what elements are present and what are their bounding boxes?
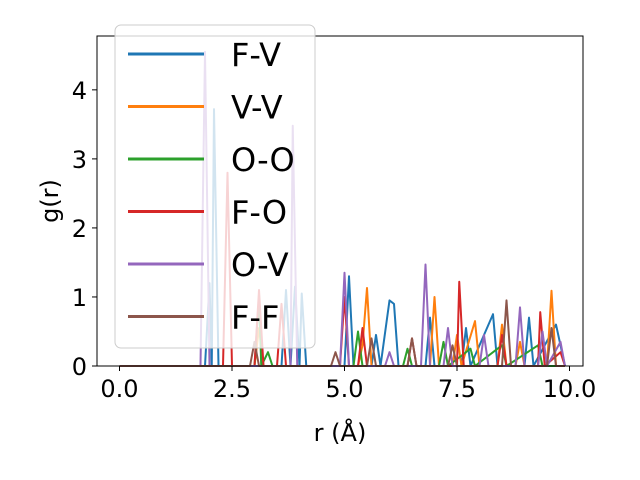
legend-label-o-o: O-O [231, 141, 295, 179]
legend-box [114, 24, 316, 349]
x-tick-label: 2.5 [213, 375, 251, 403]
x-tick-label: 5.0 [325, 375, 363, 403]
legend-label-f-f: F-F [231, 299, 279, 337]
plot-frame [96, 35, 584, 367]
legend-label-f-v: F-V [231, 36, 281, 74]
y-tick-label: 4 [72, 77, 87, 105]
x-tick-label: 10.0 [543, 375, 596, 403]
legend-label-v-v: V-V [231, 89, 283, 127]
legend-label-o-v: O-V [231, 246, 289, 284]
x-tick-label: 7.5 [438, 375, 476, 403]
y-axis-label: g(r) [36, 179, 64, 223]
y-tick-label: 2 [72, 215, 87, 243]
legend: F-V V-V O-O F-O O-V F-F [114, 24, 316, 349]
legend-label-f-o: F-O [231, 194, 287, 232]
x-axis-label: r (Å) [314, 418, 367, 447]
y-tick-label: 3 [72, 146, 87, 174]
y-tick-label: 1 [72, 284, 87, 312]
x-axis-ticks: 0.0 2.5 5.0 7.5 10.0 [100, 366, 596, 403]
y-axis-ticks: 0 1 2 3 4 [72, 77, 97, 381]
y-tick-label: 0 [72, 353, 87, 381]
x-tick-label: 0.0 [100, 375, 138, 403]
